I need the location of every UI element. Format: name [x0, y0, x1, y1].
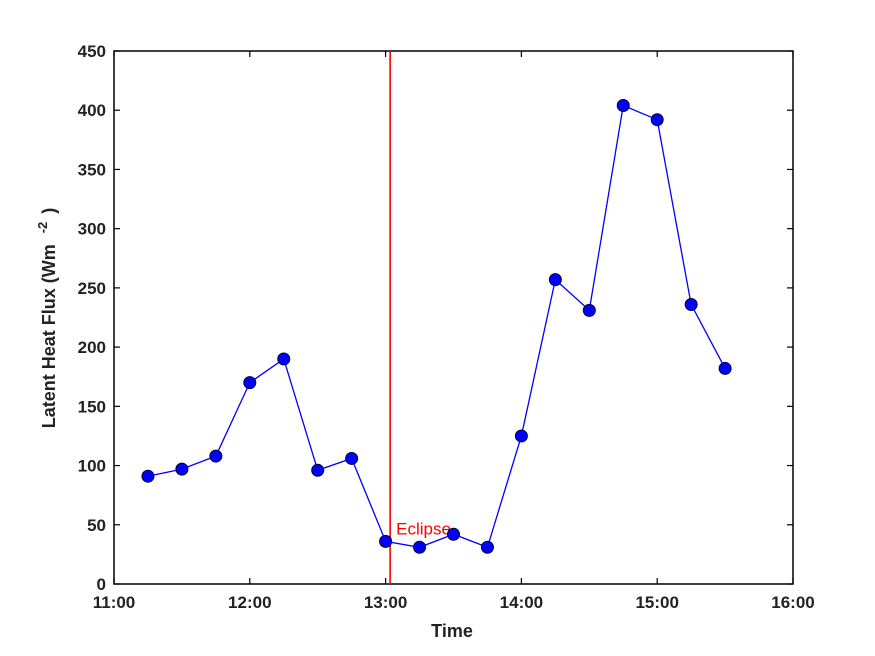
- y-tick-label: 450: [78, 42, 106, 61]
- y-tick-label: 150: [78, 397, 106, 416]
- y-tick-label: 200: [78, 338, 106, 357]
- data-point: [413, 540, 427, 554]
- axes-layer: [113, 50, 794, 585]
- series-line: [147, 104, 726, 549]
- x-tick-label: 13:00: [364, 593, 407, 612]
- data-point: [175, 462, 189, 476]
- data-point: [480, 540, 494, 554]
- y-tick-label: 100: [78, 457, 106, 476]
- y-axis-title-exponent: -2: [35, 222, 50, 234]
- data-point: [514, 429, 528, 443]
- annotation-layer: Eclipse: [389, 51, 451, 584]
- data-point: [650, 113, 664, 127]
- data-point: [141, 469, 155, 483]
- data-point: [684, 297, 698, 311]
- plot-frame: [113, 50, 794, 585]
- y-tick-label: 0: [97, 575, 106, 594]
- y-tick-label: 250: [78, 279, 106, 298]
- x-tick-label: 11:00: [93, 593, 136, 612]
- data-point: [447, 527, 460, 541]
- x-tick-label: 14:00: [500, 593, 543, 612]
- ticks-layer: 11:00 12:00 13:00 14:00 15:00 16:00 0 50 100 150 2…: [78, 42, 815, 612]
- y-axis-title: Latent Heat Flux (Wm -2 ): [31, 208, 59, 429]
- x-axis-title: Time: [431, 621, 473, 641]
- data-point: [243, 376, 257, 390]
- data-point: [209, 449, 223, 463]
- eclipse-label: Eclipse: [396, 520, 451, 539]
- data-point: [379, 534, 393, 548]
- x-tick-label: 16:00: [771, 593, 814, 612]
- y-tick-label: 50: [87, 516, 106, 535]
- data-point: [548, 273, 562, 287]
- y-tick-label: 300: [78, 220, 106, 239]
- data-point: [277, 352, 291, 366]
- x-tick-label: 15:00: [635, 593, 678, 612]
- y-axis-title-main: Latent Heat Flux (Wm: [39, 244, 59, 428]
- data-point: [345, 451, 359, 465]
- y-tick-label: 400: [78, 101, 106, 120]
- y-tick-label: 350: [78, 160, 106, 179]
- data-point: [582, 303, 596, 317]
- y-axis-title-close: ): [39, 208, 59, 214]
- x-tick-label: 12:00: [228, 593, 271, 612]
- data-point: [616, 98, 630, 112]
- data-point: [311, 463, 325, 477]
- series-layer: [141, 98, 732, 554]
- data-point: [718, 361, 732, 375]
